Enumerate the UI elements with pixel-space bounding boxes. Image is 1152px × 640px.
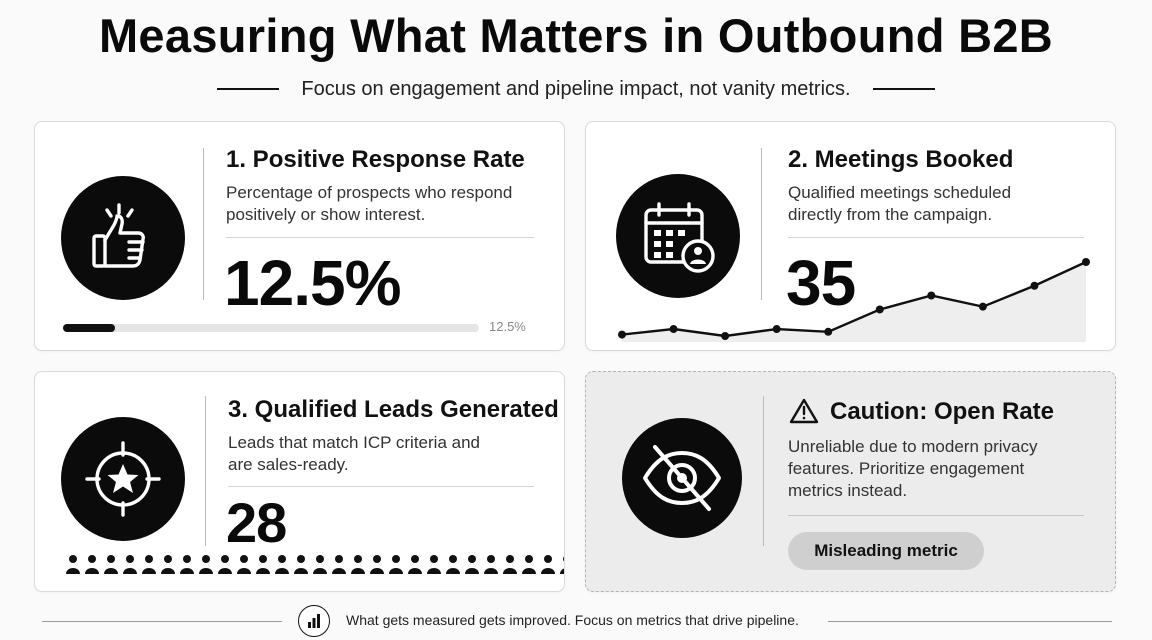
sparkline-point xyxy=(721,332,730,340)
person-icon xyxy=(503,555,517,574)
person-icon xyxy=(408,555,422,574)
sparkline-point xyxy=(669,325,678,334)
footer-rule-right xyxy=(828,621,1112,622)
person-icon xyxy=(275,555,289,574)
page-title: Measuring What Matters in Outbound B2B xyxy=(98,9,1054,62)
card-description: Leads that match ICP criteria and are sa… xyxy=(228,433,480,474)
card-title: Caution: Open Rate xyxy=(830,398,1055,425)
person-icon xyxy=(161,555,175,574)
person-icon xyxy=(370,555,384,574)
thumbs-up-icon xyxy=(61,176,185,300)
footer-text: What gets measured gets improved. Focus … xyxy=(346,612,799,628)
leads-people-row xyxy=(65,554,564,574)
person-icon xyxy=(465,555,479,574)
person-icon xyxy=(484,555,498,574)
person-icon xyxy=(85,555,99,574)
calendar-user-icon xyxy=(616,174,740,298)
page-subtitle: Focus on engagement and pipeline impact,… xyxy=(301,77,851,100)
person-icon xyxy=(142,555,156,574)
card-title: 1. Positive Response Rate xyxy=(226,146,525,173)
leads-value: 28 xyxy=(226,491,287,554)
person-icon xyxy=(446,555,460,574)
person-icon xyxy=(560,556,564,574)
sparkline-point xyxy=(875,305,884,314)
person-icon xyxy=(313,555,327,574)
person-icon xyxy=(123,555,137,574)
card-title: 3. Qualified Leads Generated xyxy=(228,396,559,423)
subtitle-rule-left xyxy=(217,88,280,90)
card-divider xyxy=(203,148,204,300)
sparkline-line xyxy=(621,260,1087,338)
card-separator xyxy=(788,515,1084,516)
card-qualified-leads: 3. Qualified Leads Generated Leads that … xyxy=(34,371,565,592)
card-title: 2. Meetings Booked xyxy=(788,146,1014,173)
person-icon xyxy=(522,555,536,574)
card-separator xyxy=(788,237,1084,238)
sparkline-point xyxy=(772,325,781,334)
card-description: Qualified meetings scheduled directly fr… xyxy=(788,183,1012,224)
progress-label: 12.5% xyxy=(489,319,526,334)
card-positive-response-rate: 1. Positive Response Rate Percentage of … xyxy=(34,121,565,351)
person-icon xyxy=(180,555,194,574)
target-star-icon xyxy=(61,417,185,541)
person-icon xyxy=(389,555,403,574)
person-icon xyxy=(218,555,232,574)
card-separator xyxy=(228,486,534,487)
person-icon xyxy=(66,555,80,574)
subtitle-row: Focus on engagement and pipeline impact,… xyxy=(0,74,1152,104)
sparkline-point xyxy=(927,291,936,300)
card-separator xyxy=(226,237,534,238)
sparkline-area xyxy=(622,262,1086,342)
card-caution-open-rate: Caution: Open Rate Unreliable due to mod… xyxy=(585,371,1116,592)
person-icon xyxy=(104,555,118,574)
card-description: Unreliable due to modern privacy feature… xyxy=(788,437,1038,500)
eye-slash-icon xyxy=(622,418,742,538)
person-icon xyxy=(332,555,346,574)
meetings-value: 35 xyxy=(786,247,856,319)
person-icon xyxy=(256,555,270,574)
person-icon xyxy=(199,555,213,574)
footer: What gets measured gets improved. Focus … xyxy=(0,603,1152,639)
person-icon xyxy=(237,555,251,574)
response-rate-progress xyxy=(63,324,479,332)
person-icon xyxy=(294,555,308,574)
warning-icon xyxy=(789,397,819,430)
card-divider xyxy=(761,148,762,300)
response-rate-value: 12.5% xyxy=(224,247,401,319)
sparkline-point xyxy=(618,330,626,339)
person-icon xyxy=(541,555,555,574)
sparkline-point xyxy=(1082,258,1090,266)
footer-rule-left xyxy=(42,621,282,622)
card-divider xyxy=(205,396,206,546)
card-description: Percentage of prospects who respond posi… xyxy=(226,183,513,224)
meetings-sparkline xyxy=(618,258,1090,342)
card-divider xyxy=(763,396,764,546)
sparkline-point xyxy=(824,327,833,336)
person-icon xyxy=(427,555,441,574)
sparkline-point xyxy=(1030,281,1039,290)
subtitle-rule-right xyxy=(872,88,935,90)
person-icon xyxy=(351,555,365,574)
bar-chart-icon xyxy=(298,605,330,637)
progress-fill xyxy=(63,324,115,332)
card-meetings-booked: 2. Meetings Booked Qualified meetings sc… xyxy=(585,121,1116,351)
sparkline-point xyxy=(978,302,987,311)
misleading-metric-badge: Misleading metric xyxy=(788,532,984,570)
